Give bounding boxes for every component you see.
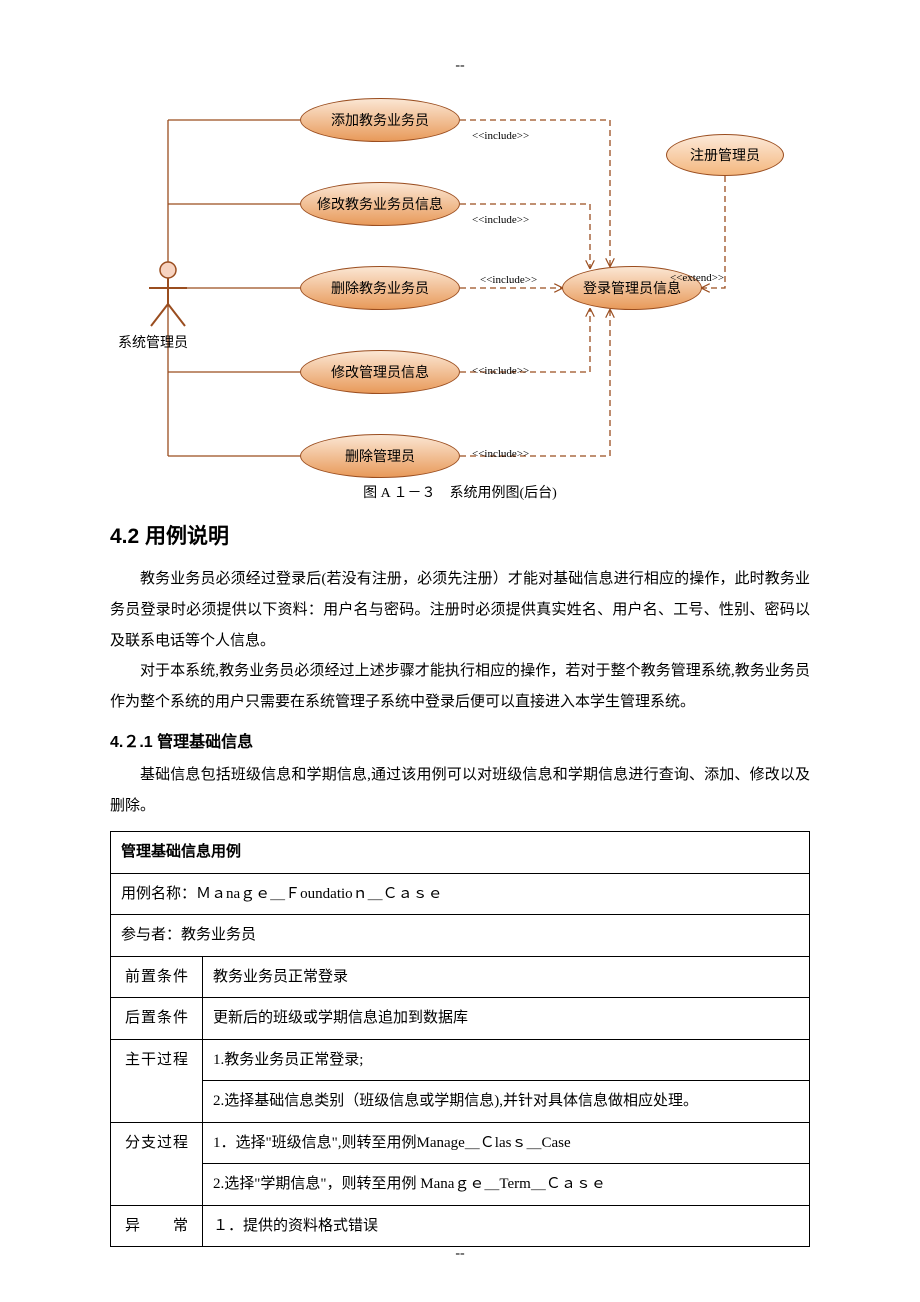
include-label-2: <<include>>	[480, 274, 537, 286]
include-label-4: <<include>>	[472, 448, 529, 460]
table-val-post: 更新后的班级或学期信息追加到数据库	[203, 998, 810, 1040]
table-label-pre: 前置条件	[111, 956, 203, 998]
table-val-main-2: 2.选择基础信息类别（班级信息或学期信息),并针对具体信息做相应处理。	[203, 1081, 810, 1123]
page-marker-top: --	[455, 58, 464, 74]
include-label-3: <<include>>	[472, 365, 529, 377]
paragraph-2: 对于本系统,教务业务员必须经过上述步骤才能执行相应的操作，若对于整个教务管理系统…	[110, 656, 810, 718]
usecase-uc5: 删除管理员	[300, 434, 460, 478]
paragraph-1: 教务业务员必须经过登录后(若没有注册，必须先注册）才能对基础信息进行相应的操作，…	[110, 564, 810, 656]
table-title: 管理基础信息用例	[111, 832, 810, 874]
table-val-branch-2: 2.选择"学期信息"，则转至用例 Manaｇｅ＿Term＿Ｃａｓｅ	[203, 1164, 810, 1206]
usecase-uc1: 添加教务业务员	[300, 98, 460, 142]
section-heading-4-2-1: 4.２.1 管理基础信息	[110, 728, 810, 752]
table-val-branch-1: 1．选择"班级信息",则转至用例Manage＿Ｃlasｓ＿Case	[203, 1122, 810, 1164]
usecase-uc4: 修改管理员信息	[300, 350, 460, 394]
include-label-1: <<include>>	[472, 214, 529, 226]
usecase-register-admin: 注册管理员	[666, 134, 784, 176]
usecase-label: 添加教务业务员	[331, 110, 429, 130]
uml-usecase-diagram: 系统管理员 添加教务业务员修改教务业务员信息删除教务业务员修改管理员信息删除管理…	[110, 90, 810, 470]
table-label-main: 主干过程	[111, 1039, 203, 1122]
usecase-label: 登录管理员信息	[583, 278, 681, 298]
actor-system-admin	[145, 260, 191, 330]
diagram-caption: 图 A １－３ 系统用例图(后台)	[110, 482, 810, 502]
usecase-label: 修改教务业务员信息	[317, 194, 443, 214]
table-label-exc: 异常	[111, 1205, 203, 1247]
usecase-label: 删除教务业务员	[331, 278, 429, 298]
actor-system-admin-label: 系统管理员	[118, 332, 188, 352]
usecase-uc2: 修改教务业务员信息	[300, 182, 460, 226]
paragraph-3: 基础信息包括班级信息和学期信息,通过该用例可以对班级信息和学期信息进行查询、添加…	[110, 760, 810, 822]
include-label-0: <<include>>	[472, 130, 529, 142]
usecase-label: 删除管理员	[345, 446, 415, 466]
table-val-exc: １．提供的资料格式错误	[203, 1205, 810, 1247]
page-marker-bottom: --	[455, 1246, 464, 1262]
extend-label: <<extend>>	[670, 272, 724, 284]
usecase-table: 管理基础信息用例 用例名称：Ｍａnaｇｅ＿Ｆoundatioｎ＿Ｃａｓｅ 参与者…	[110, 831, 810, 1247]
usecase-label: 注册管理员	[690, 145, 760, 165]
table-label-post: 后置条件	[111, 998, 203, 1040]
usecase-label: 修改管理员信息	[331, 362, 429, 382]
section-heading-4-2: 4.2 用例说明	[110, 520, 810, 550]
table-label-branch: 分支过程	[111, 1122, 203, 1205]
usecase-uc3: 删除教务业务员	[300, 266, 460, 310]
table-row-name: 用例名称：Ｍａnaｇｅ＿Ｆoundatioｎ＿Ｃａｓｅ	[111, 873, 810, 915]
table-val-main-1: 1.教务业务员正常登录;	[203, 1039, 810, 1081]
table-val-pre: 教务业务员正常登录	[203, 956, 810, 998]
table-row-actor: 参与者：教务业务员	[111, 915, 810, 957]
